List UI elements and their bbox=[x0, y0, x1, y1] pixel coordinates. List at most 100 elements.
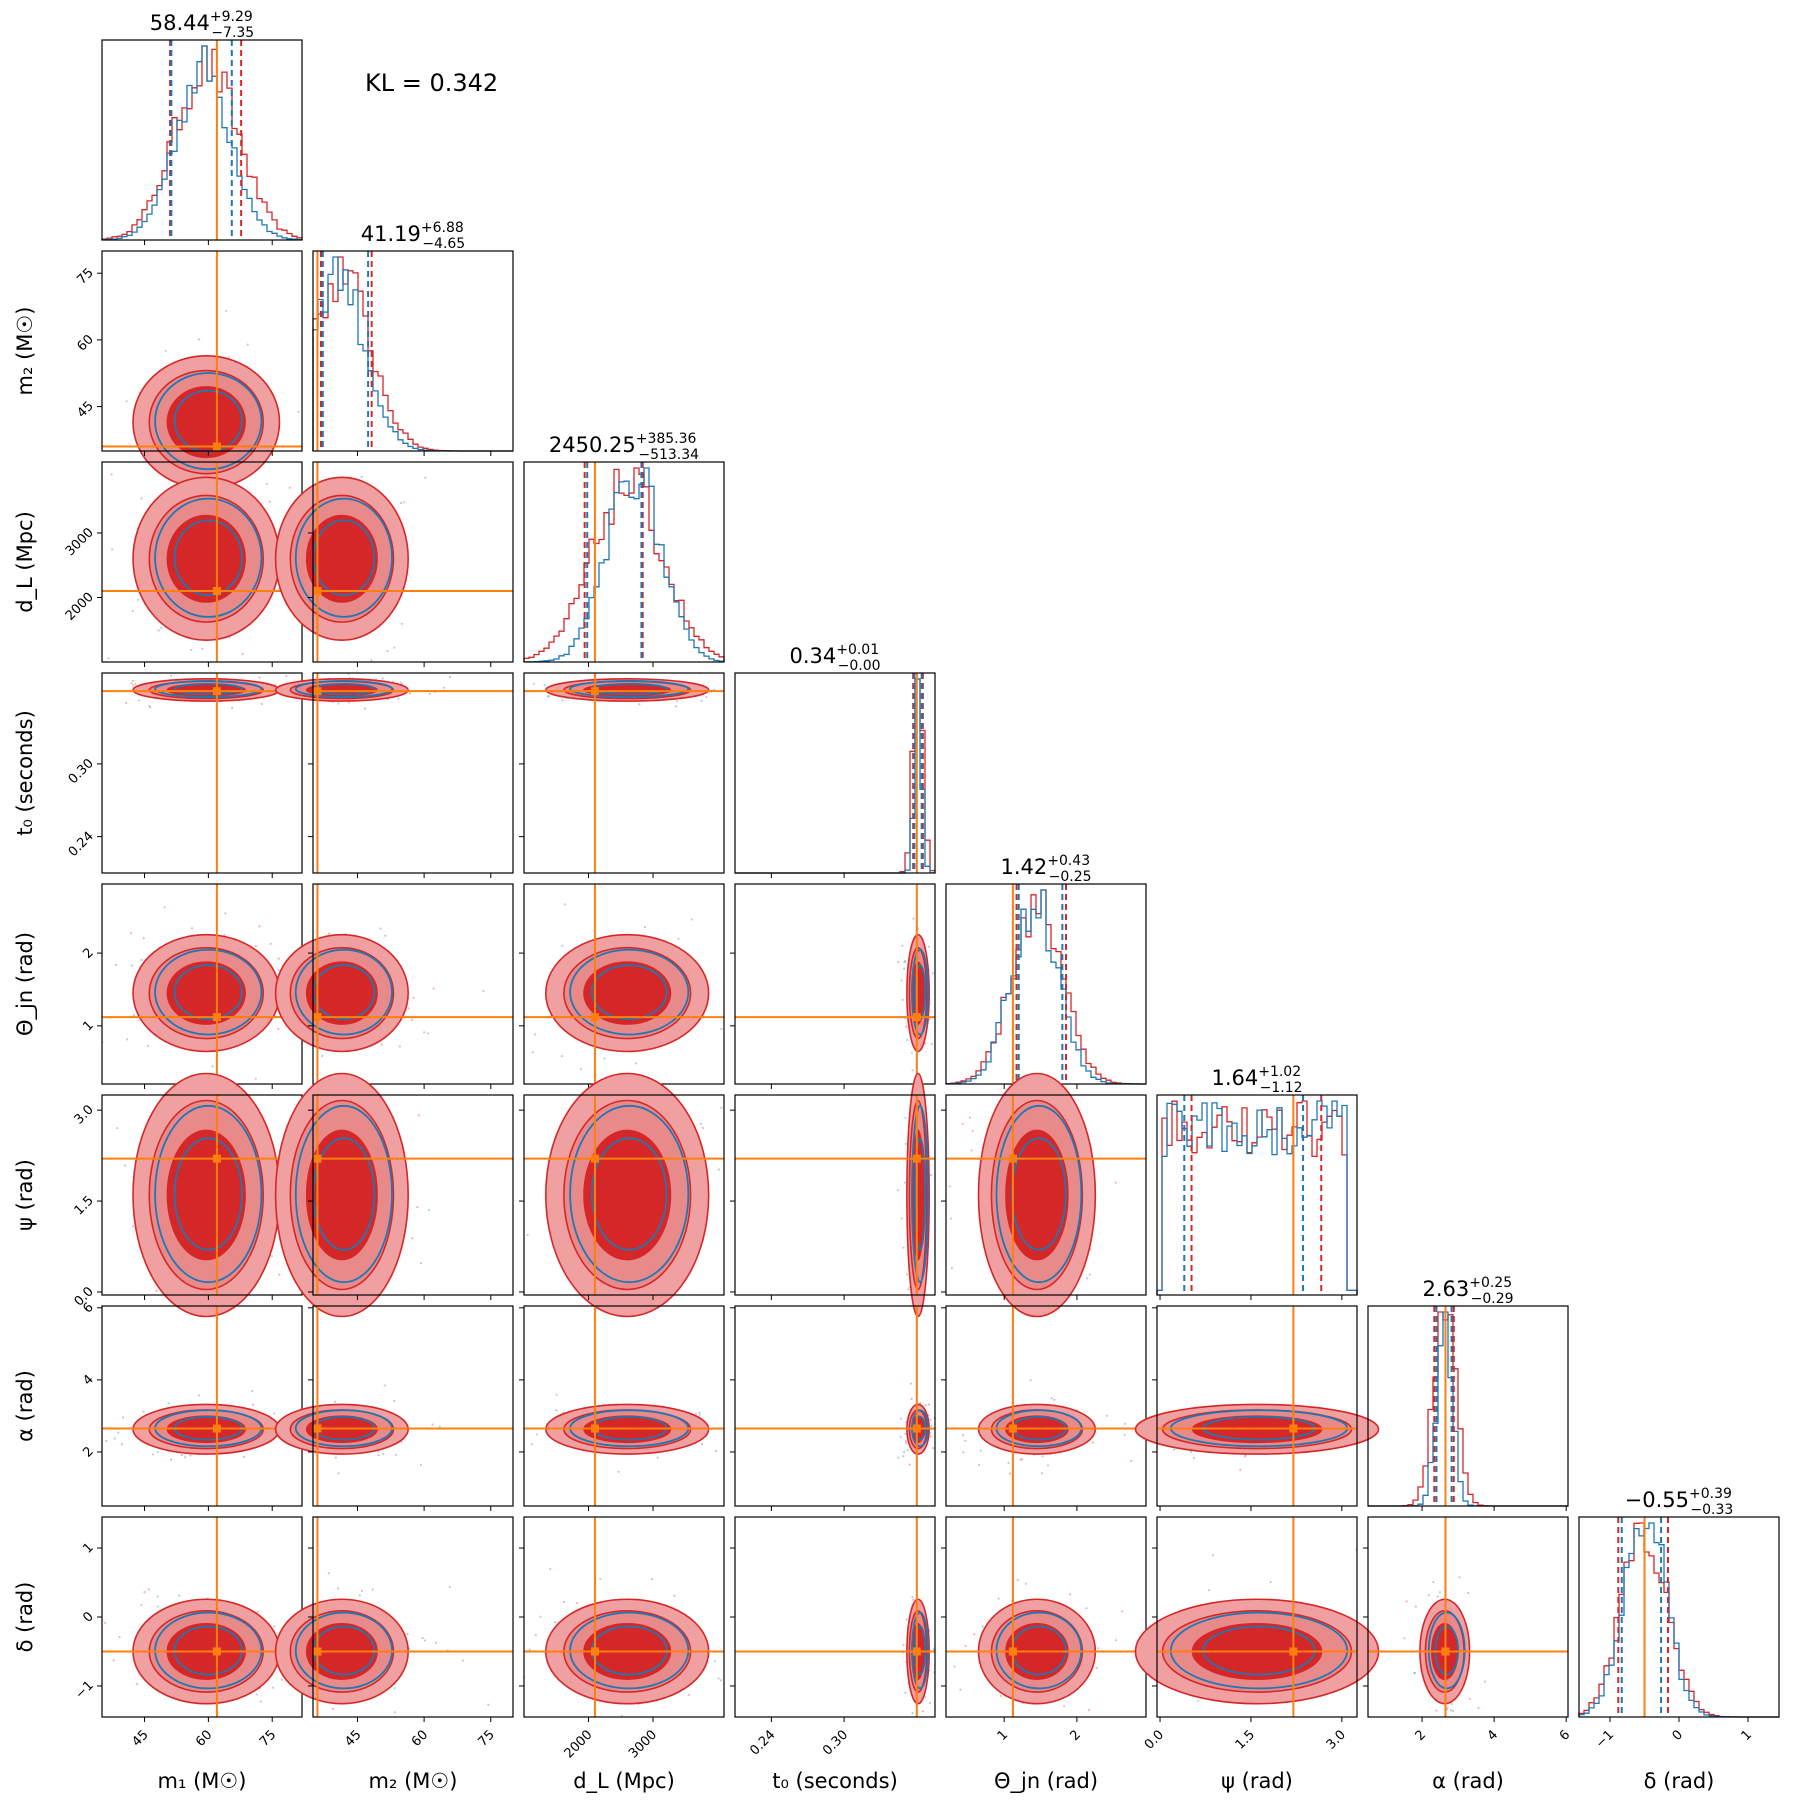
panel-frame bbox=[1367, 1305, 1569, 1507]
sample-point bbox=[487, 1703, 490, 1706]
sample-point bbox=[929, 1435, 933, 1438]
sample-point bbox=[327, 932, 331, 935]
sample-point bbox=[1041, 1455, 1044, 1458]
sample-point bbox=[931, 972, 934, 975]
sample-point bbox=[288, 486, 291, 489]
sample-point bbox=[1269, 1580, 1272, 1584]
x-tick-label: 0.24 bbox=[747, 1727, 778, 1758]
sample-point bbox=[930, 1043, 933, 1046]
sample-point bbox=[1189, 1450, 1192, 1453]
sample-point bbox=[121, 1416, 125, 1419]
sample-point bbox=[140, 497, 143, 500]
contour-outer-blue bbox=[154, 372, 263, 471]
sample-point bbox=[190, 648, 193, 652]
panel-delta-alpha: 2 4 6 bbox=[1363, 1516, 1573, 1744]
title-theta: 1.42+0.43 −0.25 bbox=[1000, 853, 1091, 885]
sample-point bbox=[255, 1693, 258, 1696]
sample-point bbox=[419, 1262, 422, 1265]
sample-point bbox=[676, 700, 679, 703]
sample-point bbox=[905, 1618, 908, 1621]
sample-point bbox=[1019, 1458, 1022, 1461]
sample-point bbox=[921, 1710, 924, 1713]
panel-theta-theta: 1.42+0.43 −0.25 bbox=[945, 853, 1147, 1089]
sample-point bbox=[242, 1455, 246, 1458]
sample-point bbox=[160, 626, 163, 629]
sample-point bbox=[1085, 1607, 1088, 1610]
panel-frame bbox=[734, 1516, 936, 1718]
sample-point bbox=[137, 1019, 140, 1022]
sample-point bbox=[903, 1181, 906, 1184]
sample-point bbox=[327, 1572, 330, 1575]
y-axis-label-alpha: α (rad) bbox=[13, 1370, 37, 1442]
sample-point bbox=[117, 1431, 120, 1434]
sample-point bbox=[428, 1208, 431, 1211]
y-tick-label: 60 bbox=[75, 332, 97, 354]
sample-point bbox=[1438, 1591, 1442, 1594]
contour-inner-red bbox=[305, 961, 378, 1025]
sample-point bbox=[131, 964, 134, 967]
sample-point bbox=[959, 1688, 962, 1691]
truth-marker bbox=[912, 1424, 921, 1433]
x-tick-label: 0.0 bbox=[1142, 1727, 1167, 1752]
x-tick-label: 75 bbox=[476, 1727, 498, 1749]
sample-point bbox=[424, 476, 427, 479]
sample-point bbox=[417, 1114, 420, 1117]
contour-inner-blue bbox=[914, 1137, 927, 1251]
sample-point bbox=[285, 675, 288, 678]
sample-point bbox=[272, 1686, 275, 1689]
sample-point bbox=[1130, 1459, 1133, 1463]
contour-inner-blue bbox=[173, 964, 243, 1020]
truth-marker bbox=[313, 1154, 322, 1163]
sample-point bbox=[278, 1273, 281, 1276]
histogram-blue-dl bbox=[523, 467, 725, 663]
sample-point bbox=[719, 1679, 722, 1682]
sample-point bbox=[1007, 1461, 1010, 1464]
sample-point bbox=[381, 677, 384, 680]
sample-point bbox=[184, 1456, 187, 1459]
panel-theta-t0 bbox=[730, 883, 936, 1089]
sample-point bbox=[904, 1440, 907, 1443]
sample-point bbox=[131, 1225, 135, 1228]
sample-point bbox=[334, 1400, 337, 1403]
histogram-red-dl bbox=[523, 467, 725, 662]
sample-point bbox=[423, 1031, 426, 1034]
contour-inner-blue bbox=[590, 964, 668, 1020]
panel-frame bbox=[523, 1305, 725, 1507]
sample-point bbox=[1095, 1666, 1098, 1670]
sample-point bbox=[909, 1382, 912, 1385]
x-tick-label: 3.0 bbox=[1324, 1727, 1349, 1752]
sample-point bbox=[714, 1449, 718, 1453]
panel-frame bbox=[312, 1094, 514, 1296]
sample-point bbox=[930, 1424, 933, 1427]
panel-frame bbox=[734, 672, 936, 874]
truth-marker bbox=[1289, 1424, 1298, 1433]
sample-point bbox=[907, 1288, 910, 1291]
sample-point bbox=[1192, 1456, 1196, 1459]
contour-inner-blue bbox=[173, 519, 243, 597]
sample-point bbox=[563, 903, 566, 906]
sample-point bbox=[113, 1437, 116, 1440]
sample-point bbox=[547, 695, 550, 698]
sample-point bbox=[156, 1450, 159, 1454]
contour-outer-blue bbox=[294, 948, 393, 1036]
sample-point bbox=[1016, 1579, 1019, 1582]
title-plus: +0.01 bbox=[836, 642, 879, 658]
sample-point bbox=[1008, 1472, 1011, 1475]
sample-point bbox=[118, 1636, 121, 1639]
sample-point bbox=[904, 960, 907, 963]
panel-psi-psi: 1.64+1.02 −1.12 bbox=[1156, 1064, 1358, 1300]
y-tick-label: 6 bbox=[80, 1300, 96, 1316]
sample-point bbox=[277, 957, 280, 960]
title-minus: −513.34 bbox=[638, 447, 699, 463]
y-tick-label: 1.5 bbox=[72, 1193, 97, 1218]
x-tick-label: 1 bbox=[995, 1727, 1011, 1743]
sample-point bbox=[157, 629, 160, 632]
sample-point bbox=[1239, 1468, 1242, 1471]
x-tick-label: 6 bbox=[1557, 1727, 1573, 1743]
sample-point bbox=[924, 1696, 927, 1699]
sample-point bbox=[579, 1068, 582, 1071]
panel-alpha-alpha: 2.63+0.25 −0.29 bbox=[1367, 1275, 1569, 1511]
sample-point bbox=[246, 343, 249, 346]
panel-frame bbox=[734, 1305, 936, 1507]
sample-point bbox=[690, 918, 693, 921]
